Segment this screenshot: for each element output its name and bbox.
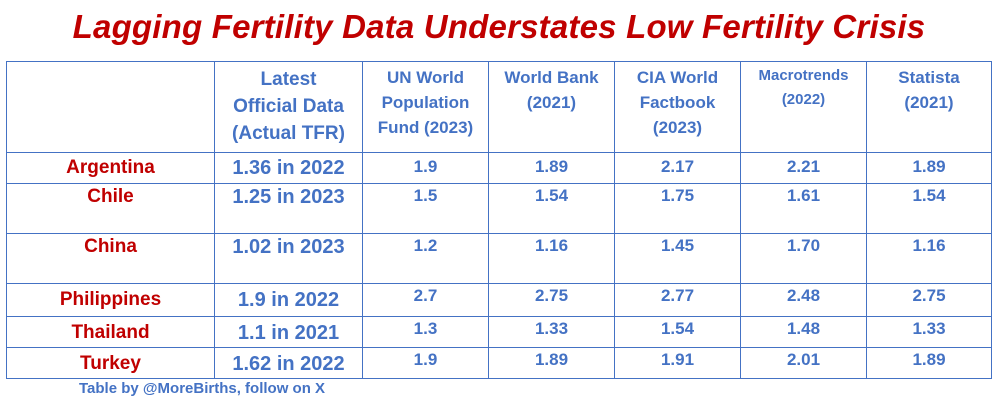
header-macrotrends: Macrotrends (2022) <box>740 61 867 153</box>
cia-value: 1.45 <box>614 233 741 284</box>
macrotrends-value: 2.21 <box>740 152 867 184</box>
header-cia-world-factbook: CIA World Factbook (2023) <box>614 61 741 153</box>
statista-value: 1.54 <box>866 183 992 234</box>
table-row: Turkey 1.62 in 2022 1.9 1.89 1.91 2.01 1… <box>6 347 992 379</box>
table-row: China 1.02 in 2023 1.2 1.16 1.45 1.70 1.… <box>6 233 992 284</box>
macrotrends-value: 1.48 <box>740 316 867 348</box>
header-un-world-population-fund: UN World Population Fund (2023) <box>362 61 489 153</box>
statista-value: 1.16 <box>866 233 992 284</box>
un-value: 1.9 <box>362 152 489 184</box>
country-name: Chile <box>6 183 215 234</box>
latest-official-value: 1.36 in 2022 <box>214 152 363 184</box>
statista-value: 1.89 <box>866 347 992 379</box>
cia-value: 2.17 <box>614 152 741 184</box>
country-name: Thailand <box>6 316 215 348</box>
table-row: Argentina 1.36 in 2022 1.9 1.89 2.17 2.2… <box>6 152 992 184</box>
header-world-bank: World Bank (2021) <box>488 61 615 153</box>
world-bank-value: 1.33 <box>488 316 615 348</box>
latest-official-value: 1.9 in 2022 <box>214 283 363 317</box>
macrotrends-value: 1.70 <box>740 233 867 284</box>
country-name: Argentina <box>6 152 215 184</box>
table-row: Philippines 1.9 in 2022 2.7 2.75 2.77 2.… <box>6 283 992 317</box>
header-row: Latest Official Data (Actual TFR) UN Wor… <box>6 61 992 153</box>
cia-value: 1.54 <box>614 316 741 348</box>
header-statista: Statista (2021) <box>866 61 992 153</box>
un-value: 1.3 <box>362 316 489 348</box>
country-name: Philippines <box>6 283 215 317</box>
macrotrends-value: 2.48 <box>740 283 867 317</box>
cia-value: 1.75 <box>614 183 741 234</box>
statista-value: 1.89 <box>866 152 992 184</box>
latest-official-value: 1.02 in 2023 <box>214 233 363 284</box>
latest-official-value: 1.25 in 2023 <box>214 183 363 234</box>
world-bank-value: 1.89 <box>488 152 615 184</box>
world-bank-value: 1.16 <box>488 233 615 284</box>
cia-value: 2.77 <box>614 283 741 317</box>
world-bank-value: 1.54 <box>488 183 615 234</box>
world-bank-value: 1.89 <box>488 347 615 379</box>
statista-value: 1.33 <box>866 316 992 348</box>
table-row: Thailand 1.1 in 2021 1.3 1.33 1.54 1.48 … <box>6 316 992 348</box>
macrotrends-value: 2.01 <box>740 347 867 379</box>
un-value: 1.2 <box>362 233 489 284</box>
header-latest-official-data: Latest Official Data (Actual TFR) <box>214 61 363 153</box>
un-value: 1.9 <box>362 347 489 379</box>
world-bank-value: 2.75 <box>488 283 615 317</box>
table-row: Chile 1.25 in 2023 1.5 1.54 1.75 1.61 1.… <box>6 183 992 234</box>
fertility-table: Latest Official Data (Actual TFR) UN Wor… <box>6 61 992 379</box>
un-value: 1.5 <box>362 183 489 234</box>
table-credit: Table by @MoreBirths, follow on X <box>79 380 326 397</box>
header-corner <box>6 61 215 153</box>
country-name: China <box>6 233 215 284</box>
page-title: Lagging Fertility Data Understates Low F… <box>72 8 926 45</box>
country-name: Turkey <box>6 347 215 379</box>
cia-value: 1.91 <box>614 347 741 379</box>
latest-official-value: 1.62 in 2022 <box>214 347 363 379</box>
un-value: 2.7 <box>362 283 489 317</box>
statista-value: 2.75 <box>866 283 992 317</box>
macrotrends-value: 1.61 <box>740 183 867 234</box>
latest-official-value: 1.1 in 2021 <box>214 316 363 348</box>
